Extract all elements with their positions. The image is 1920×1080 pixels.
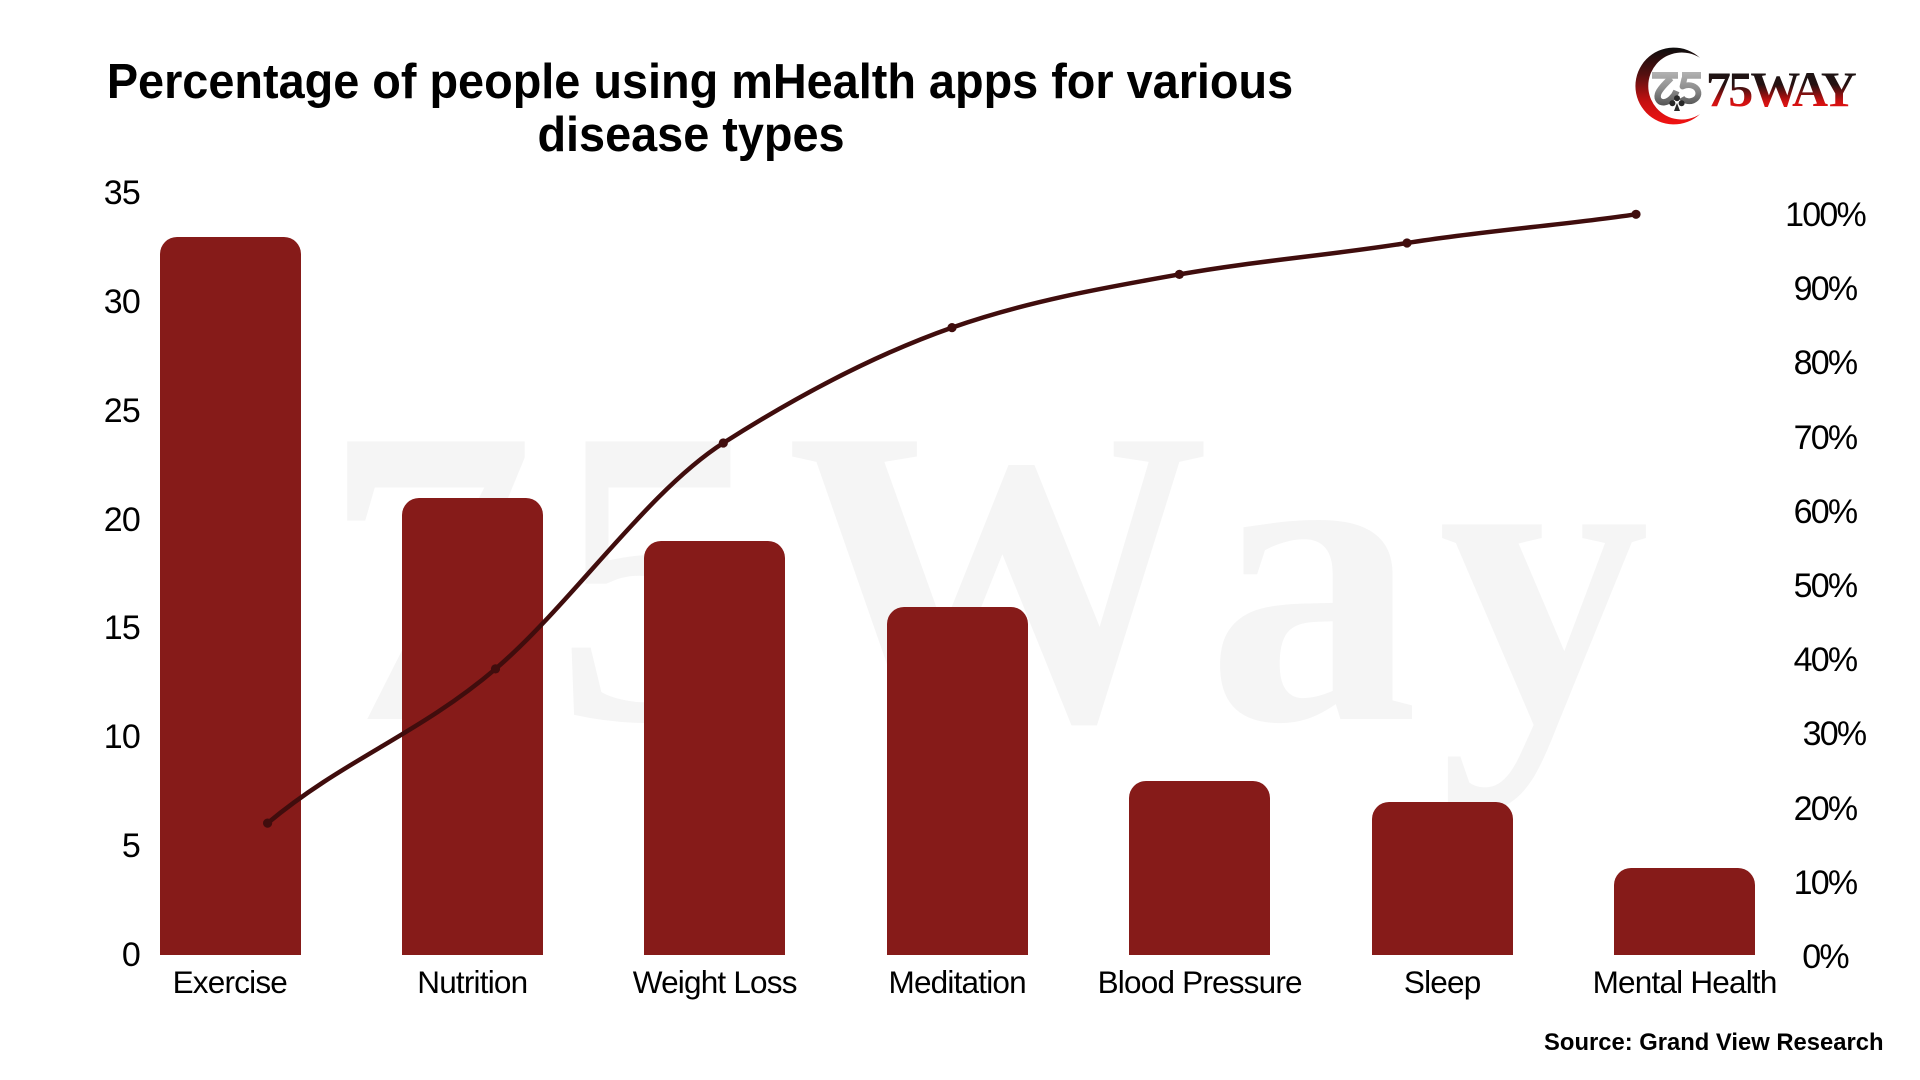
svg-text:75WAY: 75WAY xyxy=(1706,61,1857,117)
